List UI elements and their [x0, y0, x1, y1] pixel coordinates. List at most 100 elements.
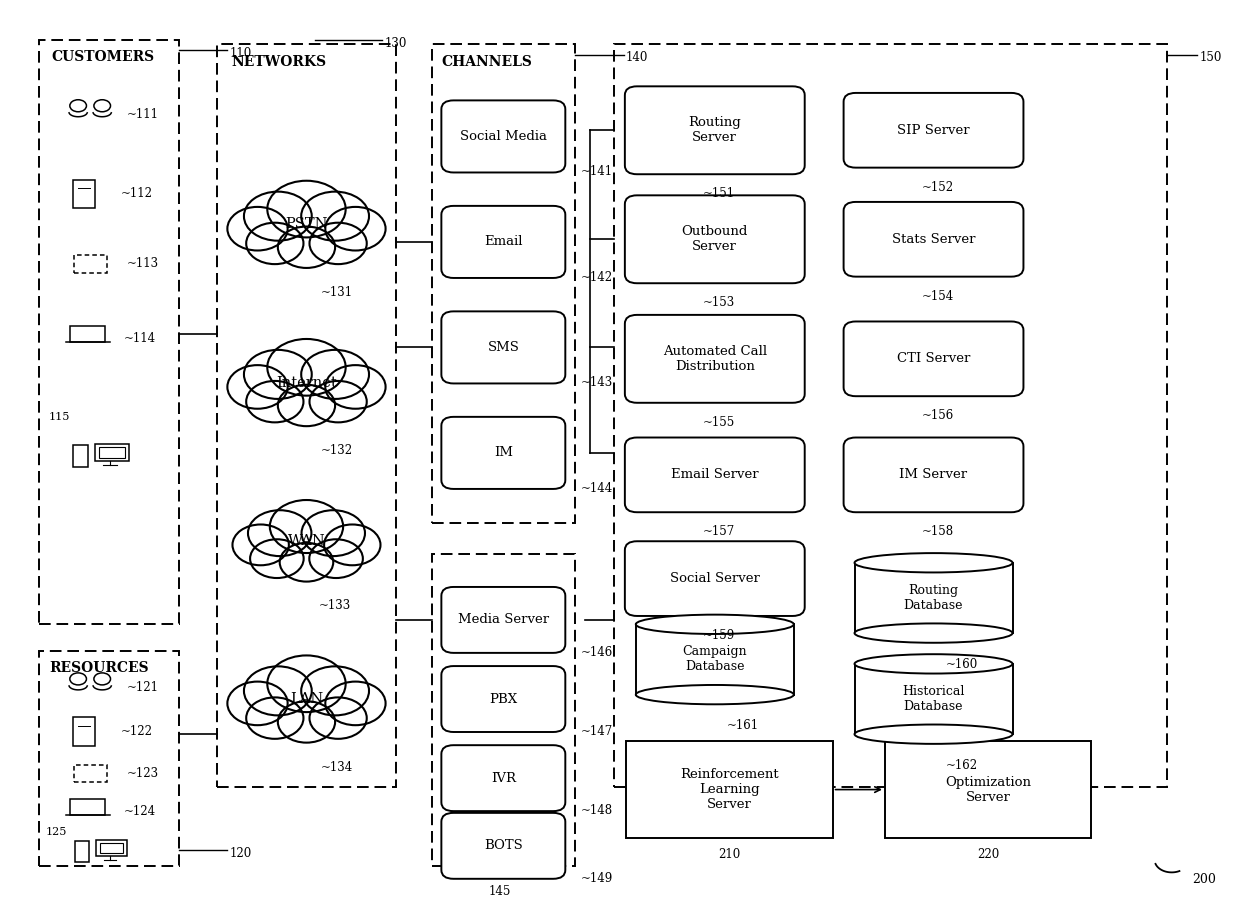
Text: ~158: ~158 — [921, 526, 954, 538]
Bar — [94, 444, 129, 461]
Text: Media Server: Media Server — [458, 614, 549, 626]
Circle shape — [301, 510, 365, 556]
Bar — [99, 447, 124, 457]
Text: BOTS: BOTS — [484, 840, 523, 852]
Text: 130: 130 — [384, 37, 407, 50]
Circle shape — [244, 350, 311, 399]
Text: IM: IM — [494, 447, 513, 459]
Text: 140: 140 — [626, 51, 649, 65]
Circle shape — [310, 222, 367, 264]
Bar — [73, 718, 94, 745]
Circle shape — [301, 350, 370, 399]
Text: ~122: ~122 — [120, 725, 153, 738]
Bar — [99, 843, 124, 853]
Text: ~114: ~114 — [124, 332, 156, 345]
FancyBboxPatch shape — [625, 541, 805, 616]
Bar — [95, 840, 128, 857]
Text: ~162: ~162 — [946, 759, 978, 771]
Text: Social Server: Social Server — [670, 572, 760, 585]
Ellipse shape — [854, 725, 1013, 744]
FancyBboxPatch shape — [843, 321, 1023, 396]
Text: ~113: ~113 — [126, 257, 159, 270]
Text: ~147: ~147 — [582, 725, 614, 738]
FancyBboxPatch shape — [217, 44, 397, 787]
Text: ~141: ~141 — [582, 165, 614, 179]
Text: ~157: ~157 — [703, 526, 735, 538]
Text: Automated Call
Distribution: Automated Call Distribution — [662, 344, 766, 373]
Bar — [71, 799, 105, 815]
Text: ~134: ~134 — [320, 761, 352, 773]
Circle shape — [301, 666, 370, 716]
Text: ~148: ~148 — [582, 804, 614, 817]
Text: ~142: ~142 — [582, 271, 614, 284]
Circle shape — [244, 666, 311, 716]
Text: ~132: ~132 — [320, 444, 352, 457]
Text: Reinforcement
Learning
Server: Reinforcement Learning Server — [680, 768, 779, 811]
Text: CTI Server: CTI Server — [897, 353, 970, 365]
FancyBboxPatch shape — [441, 100, 565, 172]
Circle shape — [278, 385, 335, 426]
FancyBboxPatch shape — [40, 650, 179, 867]
FancyBboxPatch shape — [843, 93, 1023, 168]
FancyBboxPatch shape — [432, 554, 575, 867]
Circle shape — [310, 381, 367, 422]
FancyBboxPatch shape — [441, 745, 565, 811]
Text: Optimization
Server: Optimization Server — [945, 776, 1032, 804]
Text: ~112: ~112 — [120, 187, 153, 200]
Circle shape — [325, 207, 386, 250]
Text: Historical
Database: Historical Database — [903, 685, 965, 713]
Circle shape — [268, 656, 346, 712]
Circle shape — [250, 539, 304, 578]
Text: ~123: ~123 — [126, 767, 159, 780]
Circle shape — [324, 525, 381, 565]
FancyBboxPatch shape — [441, 587, 565, 653]
Text: ~160: ~160 — [946, 658, 978, 671]
Circle shape — [325, 365, 386, 409]
Text: 210: 210 — [718, 849, 740, 861]
Text: CUSTOMERS: CUSTOMERS — [51, 50, 155, 65]
Bar — [636, 624, 794, 694]
FancyBboxPatch shape — [40, 39, 179, 624]
Text: IVR: IVR — [491, 771, 516, 785]
Text: Stats Server: Stats Server — [892, 233, 976, 246]
Circle shape — [247, 381, 304, 422]
Circle shape — [310, 697, 367, 739]
Circle shape — [270, 500, 343, 553]
Text: NETWORKS: NETWORKS — [231, 55, 326, 69]
FancyBboxPatch shape — [843, 438, 1023, 512]
Text: ~152: ~152 — [921, 181, 954, 194]
Bar — [73, 445, 88, 467]
FancyBboxPatch shape — [441, 311, 565, 383]
Text: ~144: ~144 — [582, 482, 614, 495]
FancyBboxPatch shape — [843, 202, 1023, 276]
Text: WAN: WAN — [288, 534, 325, 548]
Text: IM Server: IM Server — [899, 468, 967, 482]
Bar — [73, 765, 107, 782]
Circle shape — [232, 525, 289, 565]
Ellipse shape — [854, 654, 1013, 674]
Text: RESOURCES: RESOURCES — [48, 661, 149, 675]
Text: 220: 220 — [977, 849, 999, 861]
Text: CHANNELS: CHANNELS — [441, 55, 532, 69]
Circle shape — [247, 697, 304, 739]
Text: 200: 200 — [1193, 873, 1216, 886]
Ellipse shape — [636, 614, 794, 634]
Text: Email Server: Email Server — [671, 468, 759, 482]
Text: Email: Email — [484, 235, 522, 248]
Bar — [885, 741, 1091, 838]
Bar — [71, 327, 105, 343]
Text: ~154: ~154 — [921, 290, 954, 303]
Circle shape — [278, 701, 335, 743]
Text: ~111: ~111 — [126, 108, 159, 121]
Circle shape — [325, 682, 386, 725]
FancyBboxPatch shape — [432, 44, 575, 523]
Text: ~161: ~161 — [727, 719, 759, 732]
Text: Outbound
Server: Outbound Server — [682, 225, 748, 253]
Text: ~121: ~121 — [126, 681, 159, 694]
Circle shape — [268, 180, 346, 238]
FancyBboxPatch shape — [625, 196, 805, 283]
Text: ~149: ~149 — [582, 872, 614, 884]
Text: PSTN: PSTN — [285, 217, 327, 231]
Text: ~155: ~155 — [703, 416, 735, 429]
Text: PBX: PBX — [490, 692, 517, 706]
